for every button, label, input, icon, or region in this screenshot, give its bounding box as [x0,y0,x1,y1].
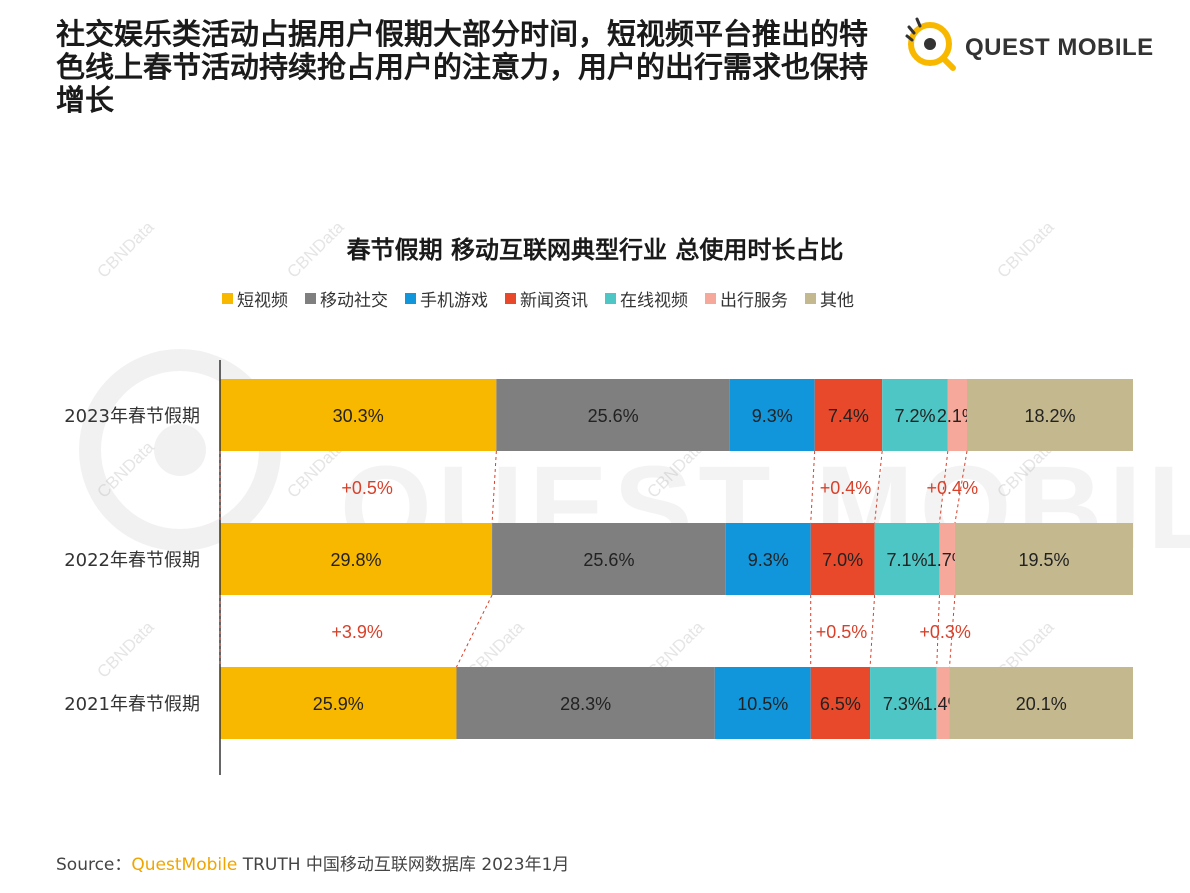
data-label: 28.3% [560,694,611,714]
legend-item: 新闻资讯 [505,286,588,311]
connector-line [936,594,940,668]
legend-label: 在线视频 [620,290,688,311]
data-label: 7.1% [887,550,928,570]
chart-title: 春节假期 移动互联网典型行业 总使用时长占比 [346,236,844,264]
source-prefix: Source： [56,855,132,875]
bar-segment [810,523,875,595]
category-label: 2022年春节假期 [64,550,200,571]
bar-segment [882,379,948,451]
connector-line [491,450,497,524]
connector-line [938,450,949,524]
change-label: +0.4% [820,478,872,498]
bar-segment [496,379,730,451]
legend-label: 新闻资讯 [520,290,588,311]
legend-item: 在线视频 [605,286,688,311]
bar-segment [814,379,883,451]
quest-mobile-logo: QUEST MOBILE [903,14,1153,74]
legend-swatch [705,292,716,304]
bar-segment [492,523,726,595]
bar-segment [220,667,457,739]
connector-line [869,594,876,668]
legend-swatch [805,292,816,304]
legend-item: 移动社交 [305,286,388,311]
bar-segment [967,379,1133,451]
change-label: +3.9% [331,622,383,642]
legend-label: 短视频 [237,290,288,311]
change-label: +0.5% [816,622,868,642]
data-label: 7.4% [828,406,869,426]
change-label: +0.3% [919,622,971,642]
data-label: 19.5% [1018,550,1069,570]
bar-segment [729,379,815,451]
chart-legend: 短视频 移动社交 手机游戏 新闻资讯 在线视频 出行服务 其他 [222,286,982,311]
connector-line [874,450,883,524]
legend-swatch [505,292,516,304]
data-label: 20.1% [1016,694,1067,714]
legend-label: 其他 [820,290,854,311]
bar-segment [456,667,715,739]
legend-label: 移动社交 [320,290,388,311]
category-label: 2021年春节假期 [64,694,200,715]
legend-label: 出行服务 [720,290,788,311]
quest-mobile-logo-icon [905,17,956,71]
connector-line [954,450,968,524]
page-headline: 社交娱乐类活动占据用户假期大部分时间，短视频平台推出的特色线上春节活动持续抢占用… [56,17,869,117]
change-label: +0.5% [341,478,393,498]
data-label: 18.2% [1024,406,1075,426]
legend-swatch [222,292,233,304]
category-label: 2023年春节假期 [64,406,200,427]
logo-text: QUEST MOBILE [965,34,1154,61]
bar-segment [936,667,950,739]
data-label: 6.5% [820,694,861,714]
source-suffix: TRUTH 中国移动互联网数据库 2023年1月 [237,855,570,875]
legend-item: 其他 [805,286,854,311]
bar-segment [220,379,497,451]
source-brand: QuestMobile [131,855,238,875]
bar-segment [949,667,1133,739]
legend-swatch [605,292,616,304]
legend-label: 手机游戏 [420,290,488,311]
change-label: +0.4% [927,478,979,498]
bar-segment [714,667,811,739]
data-label: 25.6% [588,406,639,426]
bar-segment [874,523,940,595]
legend-swatch [305,292,316,304]
bar-segment [939,523,955,595]
data-label: 7.0% [822,550,863,570]
data-label: 9.3% [748,550,789,570]
data-label: 7.2% [894,406,935,426]
connector-line [456,594,493,668]
data-label: 7.3% [883,694,924,714]
data-label: 10.5% [737,694,788,714]
bar-segment [870,667,937,739]
bar-segment [954,523,1133,595]
legend-item: 出行服务 [705,286,788,311]
data-label: 9.3% [752,406,793,426]
source-note: Source：QuestMobile TRUTH 中国移动互联网数据库 2023… [56,850,569,875]
data-label: 29.8% [331,550,382,570]
connector-line [810,450,816,524]
bar-segment [725,523,811,595]
legend-swatch [405,292,416,304]
data-label: 25.6% [583,550,634,570]
legend-item: 手机游戏 [405,286,488,311]
bar-segment [947,379,967,451]
bar-segment [220,523,493,595]
data-label: 25.9% [313,694,364,714]
data-label: 30.3% [333,406,384,426]
connector-line [948,594,956,668]
legend-item: 短视频 [222,286,288,311]
bar-segment [810,667,871,739]
